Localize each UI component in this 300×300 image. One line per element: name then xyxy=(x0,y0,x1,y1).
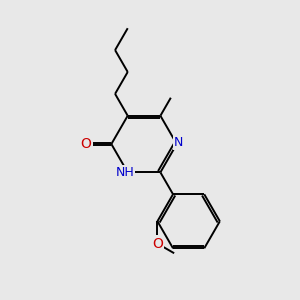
Text: O: O xyxy=(152,237,163,250)
Text: N: N xyxy=(173,136,183,149)
Text: O: O xyxy=(81,137,92,151)
Text: NH: NH xyxy=(116,166,134,179)
